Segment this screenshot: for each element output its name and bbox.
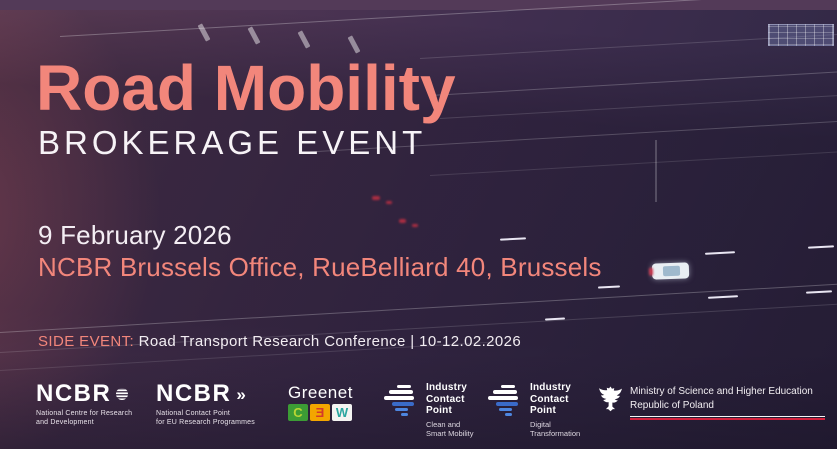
icp2-name-line3: Point xyxy=(530,405,556,416)
icp2-name-line2: Contact xyxy=(530,393,569,405)
logo-greenet: Greenet C Ǝ W xyxy=(288,384,353,421)
ncbr-ncp-wordmark: NCBR xyxy=(156,380,232,407)
ncbr-wordmark: NCBR xyxy=(36,380,112,407)
greenet-wordmark: Greenet xyxy=(288,383,353,402)
guardrail-line xyxy=(419,33,837,59)
logo-ncbr: NCBR National Centre for Research and De… xyxy=(36,382,132,427)
side-event-line: SIDE EVENT: Road Transport Research Conf… xyxy=(38,333,521,350)
ramp-marking xyxy=(297,30,311,49)
icp2-tagline-line1: Digital xyxy=(530,419,551,429)
logo-icp-clean-smart-mobility: Industry Contact Point Clean and Smart M… xyxy=(384,382,474,438)
ramp-marking xyxy=(247,26,261,45)
car-taillight xyxy=(412,224,418,227)
ministry-line1: Ministry of Science and Higher Education xyxy=(630,386,813,397)
icp2-name-line1: Industry xyxy=(530,382,572,393)
icp1-tagline-line2: Smart Mobility xyxy=(426,428,474,438)
icp1-name-line1: Industry xyxy=(426,382,468,393)
lane-marking xyxy=(704,251,736,255)
lane-marking xyxy=(807,245,835,249)
lane-marking xyxy=(597,285,621,289)
ncbr-tagline-line1: National Centre for Research xyxy=(36,410,133,417)
event-venue: NCBR Brussels Office, RueBelliard 40, Br… xyxy=(38,252,602,282)
icp-funnel-icon xyxy=(384,382,418,438)
poland-flag-rule xyxy=(630,416,825,420)
ministry-line2: Republic of Poland xyxy=(630,399,714,411)
lane-marking xyxy=(499,237,527,241)
lane-marking xyxy=(707,295,739,299)
car-brakelight xyxy=(648,267,654,276)
guardrail-line xyxy=(439,94,837,119)
side-event-text: Road Transport Research Conference | 10-… xyxy=(138,333,522,350)
greenet-block-w: W xyxy=(332,404,352,421)
logo-icp-digital-transformation: Industry Contact Point Digital Transform… xyxy=(488,382,580,438)
guardrail-line xyxy=(59,0,837,37)
event-title: Road Mobility xyxy=(36,52,456,124)
ncbr-ncp-tagline-line2: for EU Research Programmes xyxy=(156,419,255,427)
greenet-blocks-icon: C Ǝ W xyxy=(288,404,353,421)
ncbr-globe-icon xyxy=(116,388,129,400)
car-taillight xyxy=(372,196,380,200)
ncbr-tagline-line2: and Development xyxy=(36,419,94,427)
lane-marking xyxy=(544,317,566,321)
guardrail-line xyxy=(429,151,837,176)
bridge-gantry-structure xyxy=(768,24,834,46)
top-edge-band xyxy=(0,0,837,10)
event-subtitle: BROKERAGE EVENT xyxy=(38,124,427,161)
ncbr-ncp-tagline-line1: National Contact Point xyxy=(156,410,231,417)
icp-funnel-icon xyxy=(488,382,522,438)
logo-ministry-poland: Ministry of Science and Higher Education… xyxy=(598,385,825,420)
greenet-block-e: Ǝ xyxy=(310,404,330,421)
polish-eagle-icon xyxy=(599,386,622,412)
icp1-name-line2: Contact xyxy=(426,393,465,405)
car-taillight xyxy=(386,201,392,204)
guardrail-line xyxy=(0,283,837,333)
sign-post xyxy=(655,140,657,202)
partner-logo-strip: NCBR National Centre for Research and De… xyxy=(36,382,837,442)
icp2-tagline-line2: Transformation xyxy=(530,428,581,438)
car-taillight xyxy=(399,219,406,223)
ncbr-chevrons-icon: » xyxy=(236,384,246,404)
ramp-marking xyxy=(197,23,211,42)
logo-ncbr-contact-point: NCBR » National Contact Point for EU Res… xyxy=(156,382,255,427)
greenet-block-c: C xyxy=(288,404,308,421)
side-event-label: SIDE EVENT: xyxy=(38,333,135,350)
event-date: 9 February 2026 xyxy=(38,220,232,250)
lane-marking xyxy=(805,290,833,294)
ramp-marking xyxy=(347,35,361,54)
car-windshield xyxy=(662,265,681,277)
guardrail-line xyxy=(429,71,837,96)
icp1-tagline-line1: Clean and xyxy=(426,419,461,429)
icp1-name-line3: Point xyxy=(426,405,452,416)
white-car xyxy=(648,262,690,280)
